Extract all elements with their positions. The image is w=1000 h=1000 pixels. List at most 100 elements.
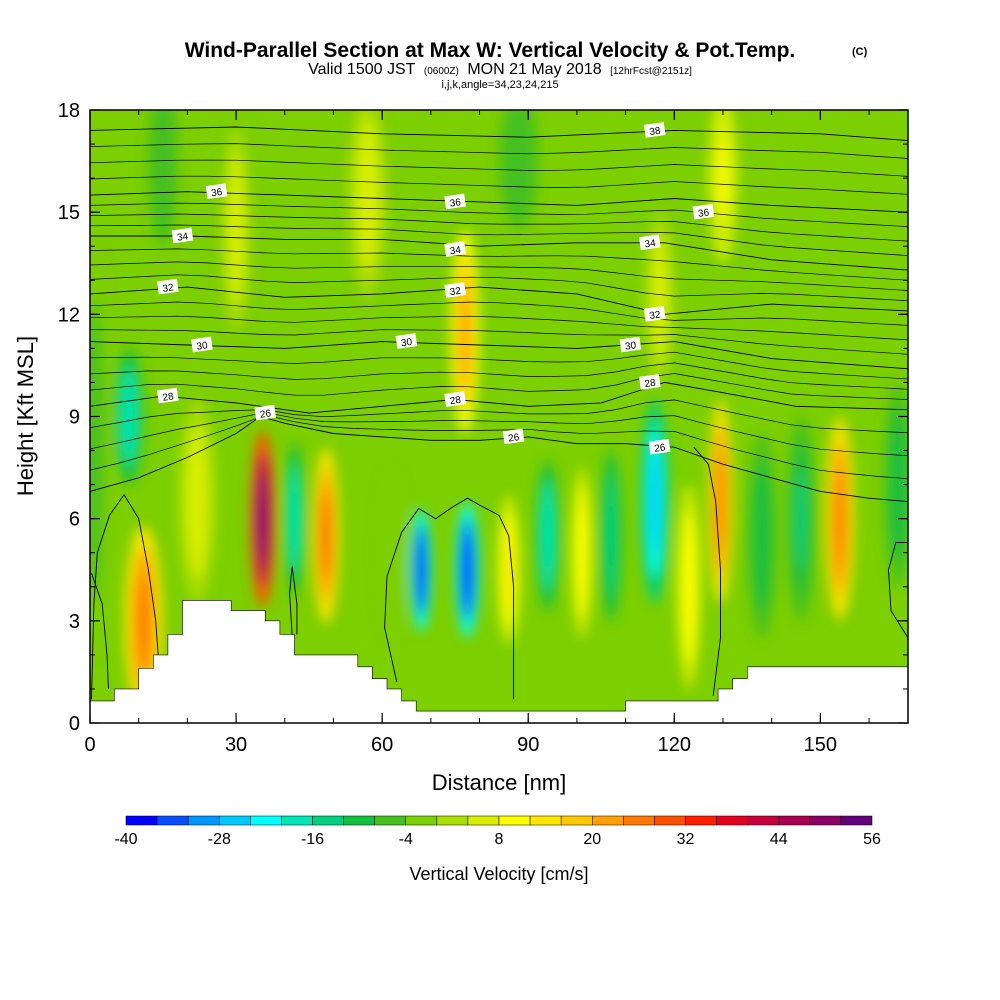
contour-label: 28 [639, 374, 661, 390]
grid-indices: i,j,k,angle=34,23,24,215 [441, 79, 558, 91]
velocity-cell-core [259, 474, 267, 563]
svg-text:28: 28 [162, 391, 175, 404]
svg-text:26: 26 [654, 442, 667, 455]
title-mark: (C) [852, 46, 868, 58]
colorbar: -40 -28 -16 -4 8 20 32 44 56 [114, 815, 881, 848]
colorbar-tick-label: -40 [114, 831, 137, 848]
y-tick-label: 15 [58, 202, 80, 224]
colorbar-swatch [374, 815, 407, 826]
colorbar-swatch [685, 815, 717, 826]
plot-content: 26 26 26 28 28 28 30 30 30 32 32 32 34 34 34 36 36 36 38 [90, 110, 908, 723]
velocity-cell-core [835, 467, 845, 570]
colorbar-swatch [343, 815, 375, 826]
colorbar-swatch [219, 815, 251, 826]
velocity-cell-core [718, 135, 728, 221]
velocity-cell-core [137, 573, 150, 669]
colorbar-swatch [529, 815, 562, 826]
isentrope-minor [90, 373, 908, 400]
contour-label: 36 [692, 203, 715, 220]
velocity-cell-core [158, 118, 168, 204]
terrain [90, 600, 908, 723]
contour-label: 28 [157, 387, 179, 404]
colorbar-tick-label: 44 [770, 831, 788, 848]
velocity-cell-core [191, 450, 203, 553]
zero-w-contour [693, 446, 721, 696]
isentrope-minor [90, 414, 908, 480]
velocity-cell-core [361, 144, 374, 247]
colorbar-tick-label: -16 [301, 831, 324, 848]
isentrope-30 [90, 341, 908, 370]
subtitle-fcst: [12hrFcst@2151z] [610, 66, 692, 77]
y-tick-label: 3 [69, 611, 80, 633]
velocity-cell-core [387, 510, 397, 596]
x-tick-label: 30 [225, 734, 247, 756]
colorbar-tick-label: -4 [399, 831, 413, 848]
colorbar-tick-label: 32 [677, 831, 695, 848]
isentrope-minor [90, 261, 908, 291]
isentrope-minor [90, 329, 908, 355]
isentrope-minor [90, 213, 908, 242]
svg-text:34: 34 [449, 245, 462, 258]
colorbar-swatch [778, 815, 811, 826]
contour-label: 26 [502, 428, 525, 445]
velocity-cell-core [231, 178, 241, 281]
velocity-cell-core [544, 498, 552, 574]
contour-labels: 26 26 26 28 28 28 30 30 30 32 32 32 34 34 34 36 36 36 38 [157, 122, 715, 455]
colorbar-swatch [592, 815, 624, 826]
colorbar-label: Vertical Velocity [cm/s] [409, 864, 588, 884]
contour-label: 34 [444, 241, 466, 258]
zero-w-contour [91, 493, 159, 700]
chart-title: Wind-Parallel Section at Max W: Vertical… [185, 39, 796, 62]
colorbar-swatch [405, 815, 438, 826]
colorbar-swatch [747, 815, 779, 826]
contour-label: 36 [444, 193, 466, 210]
zero-w-contour [91, 573, 109, 689]
x-tick-label: 150 [804, 734, 837, 756]
colorbar-swatch [467, 815, 500, 826]
svg-text:36: 36 [211, 187, 224, 200]
isentrope-minor [90, 175, 908, 195]
colorbar-swatch [654, 815, 686, 826]
svg-text:28: 28 [449, 395, 462, 408]
velocity-cell-core [757, 484, 767, 587]
svg-text:26: 26 [259, 408, 272, 421]
svg-text:32: 32 [162, 282, 175, 295]
isentrope-26 [90, 416, 908, 503]
isentrope-minor [90, 351, 908, 380]
svg-text:30: 30 [624, 340, 637, 353]
velocity-cell-core [650, 450, 660, 553]
colorbar-swatch [716, 815, 748, 826]
isentrope-minor [90, 362, 908, 390]
velocity-cell-core [463, 535, 472, 604]
velocity-cell-core [685, 535, 693, 638]
contour-label: 32 [444, 282, 466, 298]
svg-text:36: 36 [697, 207, 710, 220]
contour-label: 34 [171, 227, 194, 244]
y-axis-label: Height [Kft MSL] [13, 336, 38, 496]
subtitle-line: Valid 1500 JST (0600Z) MON 21 May 2018 [… [308, 61, 692, 78]
y-tick-label: 6 [69, 509, 80, 531]
y-tick-label: 18 [58, 100, 80, 122]
contour-label: 36 [205, 183, 228, 200]
colorbar-swatch [312, 815, 344, 826]
colorbar-swatch [156, 815, 189, 826]
zero-w-contour [888, 542, 908, 639]
x-axis-label: Distance [nm] [432, 770, 567, 795]
y-tick-label: 0 [69, 713, 80, 735]
y-tick-label: 12 [58, 304, 80, 326]
velocity-cell-core [607, 493, 615, 579]
contour-label: 26 [254, 404, 277, 421]
isentrope-minor [90, 202, 908, 227]
velocity-cell-core [124, 382, 134, 451]
velocity-cell-core [796, 467, 806, 570]
svg-text:34: 34 [176, 231, 189, 244]
contour-label: 30 [395, 333, 418, 349]
velocity-cell-core [512, 127, 525, 196]
isentrope-minor [90, 274, 908, 302]
velocity-cell-core [716, 450, 725, 553]
contour-label: 30 [619, 336, 642, 353]
svg-text:26: 26 [508, 432, 521, 445]
contour-label: 26 [648, 438, 671, 455]
svg-text:32: 32 [649, 310, 662, 323]
